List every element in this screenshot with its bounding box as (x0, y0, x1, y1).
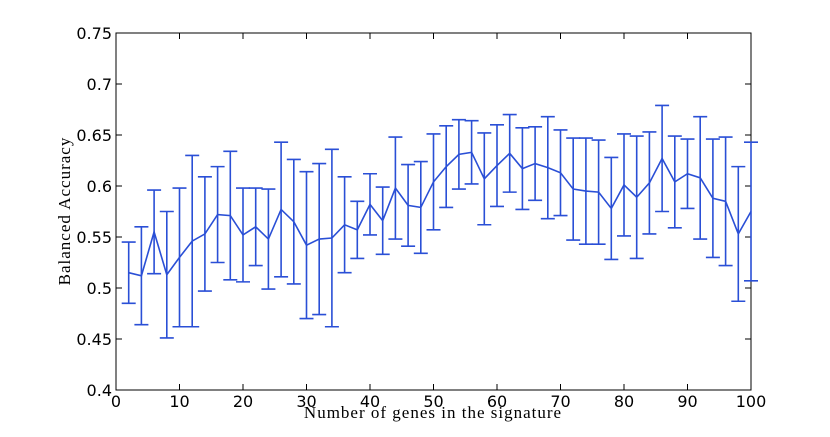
x-tick-label: 50 (423, 392, 443, 411)
y-tick-label: 0.45 (76, 330, 112, 349)
y-tick-label: 0.6 (87, 177, 112, 196)
y-axis-label: Balanced Accuracy (55, 137, 74, 286)
y-tick-label: 0.65 (76, 126, 112, 145)
y-tick-label: 0.5 (87, 279, 112, 298)
x-tick-label: 0 (111, 392, 121, 411)
x-tick-label: 60 (487, 392, 507, 411)
x-tick-label: 90 (677, 392, 697, 411)
y-tick-label: 0.4 (87, 381, 112, 400)
data-line (128, 151, 752, 277)
y-tick-label: 0.55 (76, 228, 112, 247)
y-tick-label: 0.7 (87, 75, 112, 94)
y-tick-label: 0.75 (76, 24, 112, 43)
x-tick-label: 100 (736, 392, 767, 411)
x-tick-label: 10 (169, 392, 189, 411)
x-tick-label: 70 (550, 392, 570, 411)
x-tick-label: 30 (296, 392, 316, 411)
x-tick-label: 40 (360, 392, 380, 411)
x-axis-label: Number of genes in the signature (304, 403, 562, 422)
x-tick-label: 80 (614, 392, 634, 411)
x-tick-label: 20 (233, 392, 253, 411)
